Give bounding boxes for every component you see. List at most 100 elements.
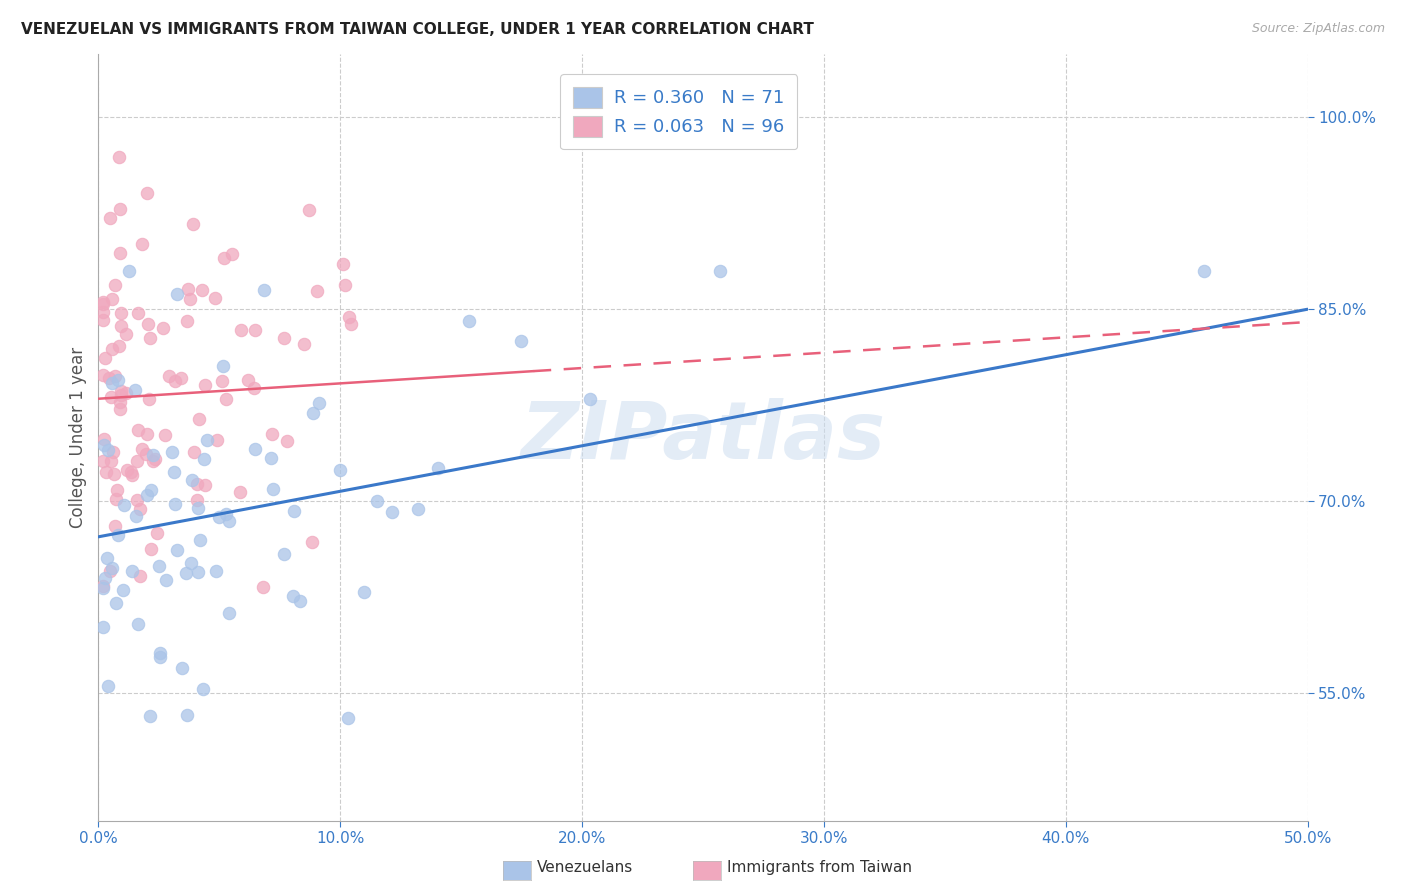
Point (179, 292, 201, 306)
Point (98, 564, 121, 578)
Point (96, 551, 118, 566)
Point (127, 617, 149, 632)
Point (339, 318, 361, 332)
Point (93, 432, 115, 446)
Point (157, 369, 180, 384)
Point (709, 264, 731, 278)
Text: VENEZUELAN VS IMMIGRANTS FROM TAIWAN COLLEGE, UNDER 1 YEAR CORRELATION CHART: VENEZUELAN VS IMMIGRANTS FROM TAIWAN COL… (21, 22, 814, 37)
Text: Source: ZipAtlas.com: Source: ZipAtlas.com (1251, 22, 1385, 36)
Point (276, 434, 298, 449)
Point (181, 217, 204, 231)
Point (98, 211, 121, 225)
Point (148, 558, 170, 573)
Point (125, 493, 148, 508)
Point (111, 583, 134, 598)
Point (143, 451, 166, 466)
Point (125, 508, 148, 523)
Point (243, 442, 266, 457)
Point (186, 492, 208, 507)
Point (91, 454, 114, 468)
Point (229, 484, 252, 499)
Point (139, 542, 162, 557)
Point (236, 373, 259, 387)
Point (141, 483, 163, 497)
Point (94, 571, 117, 585)
Point (194, 478, 217, 492)
Point (353, 585, 375, 599)
Point (329, 463, 352, 477)
Point (163, 374, 186, 388)
Point (91, 368, 114, 382)
Point (149, 646, 172, 660)
Point (155, 573, 177, 587)
Point (108, 202, 131, 216)
Point (100, 342, 122, 356)
Point (101, 376, 124, 390)
Point (131, 442, 153, 457)
Point (262, 482, 284, 496)
Point (188, 533, 211, 548)
Point (177, 282, 200, 296)
Point (110, 319, 132, 334)
Point (110, 384, 132, 399)
Point (121, 467, 143, 482)
Point (1192, 264, 1215, 278)
Point (104, 278, 127, 293)
Point (149, 650, 172, 665)
Point (427, 460, 450, 475)
Point (273, 548, 295, 562)
Point (204, 291, 226, 305)
Point (124, 383, 146, 397)
Point (181, 474, 204, 488)
Point (105, 491, 128, 506)
Point (186, 476, 208, 491)
Point (221, 247, 243, 261)
Point (118, 264, 141, 278)
Point (115, 463, 138, 477)
Point (191, 681, 214, 696)
Point (273, 331, 295, 345)
Point (103, 467, 125, 481)
Point (110, 306, 132, 320)
Point (136, 318, 159, 332)
Point (187, 566, 209, 580)
Point (152, 321, 174, 335)
Point (120, 465, 142, 479)
Point (155, 428, 177, 442)
Point (176, 708, 198, 723)
Point (510, 334, 533, 348)
Point (127, 423, 149, 437)
Point (166, 542, 188, 557)
Point (333, 278, 356, 293)
Point (100, 292, 122, 306)
Point (91, 620, 114, 634)
Point (172, 661, 194, 675)
Point (165, 497, 187, 511)
Point (212, 251, 235, 265)
Point (110, 395, 132, 409)
Point (193, 452, 215, 467)
Point (142, 448, 165, 462)
Point (301, 406, 323, 420)
Point (337, 310, 360, 324)
Point (252, 580, 274, 594)
Point (110, 387, 132, 401)
Point (107, 528, 129, 542)
Point (194, 377, 217, 392)
Point (142, 454, 165, 468)
Point (110, 402, 132, 417)
Point (105, 483, 128, 497)
Point (97, 443, 120, 458)
Point (215, 392, 238, 406)
Point (578, 392, 600, 406)
Point (191, 284, 214, 298)
Point (104, 368, 127, 383)
Point (91, 579, 114, 593)
Point (260, 450, 283, 465)
Point (187, 411, 209, 425)
Point (91, 313, 114, 327)
Point (166, 287, 188, 301)
Text: Venezuelans: Venezuelans (537, 860, 633, 874)
Point (218, 606, 240, 620)
Point (292, 337, 315, 351)
